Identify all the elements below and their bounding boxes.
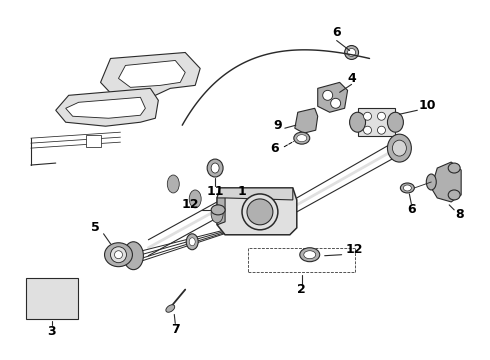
Text: 7: 7 bbox=[171, 323, 180, 336]
Text: 6: 6 bbox=[270, 141, 279, 155]
Text: 12: 12 bbox=[181, 198, 199, 211]
Ellipse shape bbox=[211, 163, 219, 173]
Ellipse shape bbox=[364, 112, 371, 120]
Text: 9: 9 bbox=[273, 119, 282, 132]
Ellipse shape bbox=[166, 305, 175, 312]
Polygon shape bbox=[66, 97, 146, 118]
Text: 4: 4 bbox=[347, 72, 356, 85]
Text: 10: 10 bbox=[418, 99, 436, 112]
Text: 8: 8 bbox=[455, 208, 464, 221]
Ellipse shape bbox=[388, 134, 412, 162]
Ellipse shape bbox=[388, 112, 403, 132]
Ellipse shape bbox=[448, 163, 460, 173]
Ellipse shape bbox=[426, 174, 436, 190]
Bar bbox=[86, 135, 100, 147]
Ellipse shape bbox=[392, 140, 406, 156]
Bar bbox=[26, 278, 77, 319]
Ellipse shape bbox=[400, 183, 415, 193]
Ellipse shape bbox=[211, 205, 223, 223]
Text: 11: 11 bbox=[206, 185, 224, 198]
Text: 6: 6 bbox=[407, 203, 416, 216]
Ellipse shape bbox=[377, 126, 386, 134]
Polygon shape bbox=[100, 53, 200, 98]
Ellipse shape bbox=[344, 45, 359, 59]
Ellipse shape bbox=[189, 238, 195, 246]
Ellipse shape bbox=[189, 190, 201, 208]
Ellipse shape bbox=[36, 285, 46, 294]
Polygon shape bbox=[119, 60, 185, 87]
Ellipse shape bbox=[211, 205, 225, 215]
Text: 12: 12 bbox=[346, 243, 363, 256]
Ellipse shape bbox=[123, 242, 144, 270]
Ellipse shape bbox=[297, 135, 307, 141]
Ellipse shape bbox=[304, 251, 316, 259]
Ellipse shape bbox=[347, 49, 356, 57]
Ellipse shape bbox=[55, 303, 63, 311]
Text: 6: 6 bbox=[332, 26, 341, 39]
Ellipse shape bbox=[323, 90, 333, 100]
Ellipse shape bbox=[364, 126, 371, 134]
Polygon shape bbox=[295, 108, 318, 133]
Ellipse shape bbox=[377, 112, 386, 120]
Ellipse shape bbox=[294, 132, 310, 144]
Polygon shape bbox=[56, 88, 158, 126]
Ellipse shape bbox=[115, 251, 122, 259]
Text: 5: 5 bbox=[91, 221, 100, 234]
Ellipse shape bbox=[247, 199, 273, 225]
Ellipse shape bbox=[242, 194, 278, 230]
Bar bbox=[358, 108, 395, 136]
Ellipse shape bbox=[331, 98, 341, 108]
Polygon shape bbox=[217, 188, 293, 200]
Polygon shape bbox=[431, 162, 461, 202]
Ellipse shape bbox=[403, 185, 412, 191]
Ellipse shape bbox=[37, 303, 45, 311]
Ellipse shape bbox=[186, 234, 198, 250]
Text: 1: 1 bbox=[238, 185, 246, 198]
Ellipse shape bbox=[300, 248, 319, 262]
Polygon shape bbox=[217, 188, 297, 235]
Ellipse shape bbox=[207, 159, 223, 177]
Ellipse shape bbox=[349, 112, 366, 132]
Ellipse shape bbox=[167, 175, 179, 193]
Polygon shape bbox=[318, 82, 347, 112]
Text: 3: 3 bbox=[48, 325, 56, 338]
Ellipse shape bbox=[54, 285, 64, 294]
Polygon shape bbox=[217, 188, 225, 225]
Ellipse shape bbox=[448, 190, 460, 200]
Text: 2: 2 bbox=[297, 283, 306, 296]
Ellipse shape bbox=[111, 247, 126, 263]
Ellipse shape bbox=[104, 243, 132, 267]
